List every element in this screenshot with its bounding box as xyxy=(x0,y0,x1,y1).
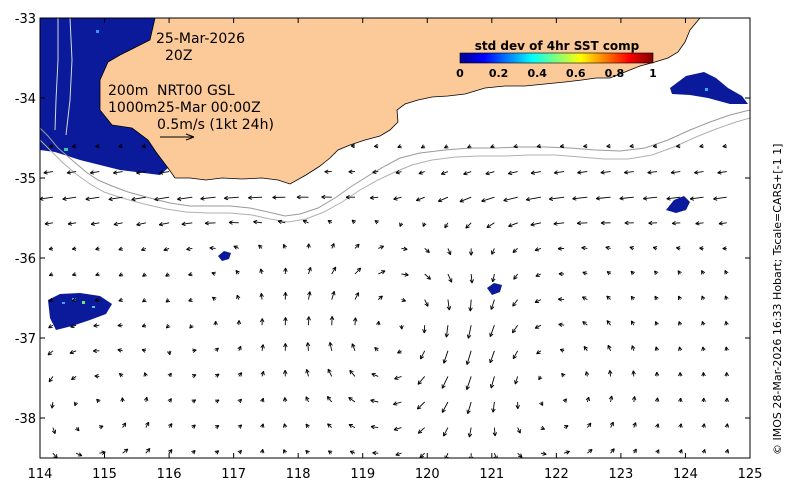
x-tick-label: 119 xyxy=(350,467,375,482)
speckle xyxy=(82,301,85,304)
y-tick-label: -38 xyxy=(15,412,36,427)
depth-200-label: 200m xyxy=(108,83,148,99)
colorbar-title: std dev of 4hr SST comp xyxy=(475,39,640,53)
speckle xyxy=(705,88,708,91)
speckle xyxy=(96,30,99,33)
x-tick-label: 122 xyxy=(544,467,569,482)
product-label: NRT00 GSL xyxy=(157,83,235,99)
x-tick-label: 123 xyxy=(608,467,633,482)
product-time-label: 25-Mar 00:00Z xyxy=(157,100,261,116)
date-label: 25-Mar-2026 xyxy=(156,31,245,47)
colorbar-tick-label: 0 xyxy=(456,67,464,80)
y-tick-label: -33 xyxy=(15,12,36,27)
y-tick-label: -37 xyxy=(15,332,36,347)
x-tick-label: 124 xyxy=(673,467,698,482)
colorbar-tick-label: 1 xyxy=(649,67,657,80)
colorbar-tick-label: 0.2 xyxy=(489,67,509,80)
credit-label: © IMOS 28-Mar-2026 16:33 Hobart; Tscale=… xyxy=(771,144,784,455)
x-tick-label: 121 xyxy=(479,467,504,482)
y-tick-label: -35 xyxy=(15,172,36,187)
y-tick-label: -36 xyxy=(15,252,36,267)
time-label: 20Z xyxy=(165,48,192,64)
x-tick-label: 117 xyxy=(221,467,246,482)
speckle xyxy=(62,302,65,304)
y-tick-label: -34 xyxy=(15,92,36,107)
scale-vector-label: 0.5m/s (1kt 24h) xyxy=(157,117,274,133)
x-tick-label: 114 xyxy=(28,467,53,482)
colorbar-tick-label: 0.6 xyxy=(566,67,586,80)
speckle xyxy=(92,306,95,308)
x-tick-label: 116 xyxy=(157,467,182,482)
x-tick-label: 118 xyxy=(286,467,311,482)
depth-1000-label: 1000m xyxy=(108,100,157,116)
x-tick-label: 120 xyxy=(415,467,440,482)
speckle xyxy=(64,148,68,151)
colorbar-tick-label: 0.8 xyxy=(605,67,625,80)
x-tick-label: 115 xyxy=(92,467,117,482)
colorbar xyxy=(460,53,653,63)
colorbar-tick-label: 0.4 xyxy=(527,67,547,80)
x-tick-label: 125 xyxy=(738,467,763,482)
